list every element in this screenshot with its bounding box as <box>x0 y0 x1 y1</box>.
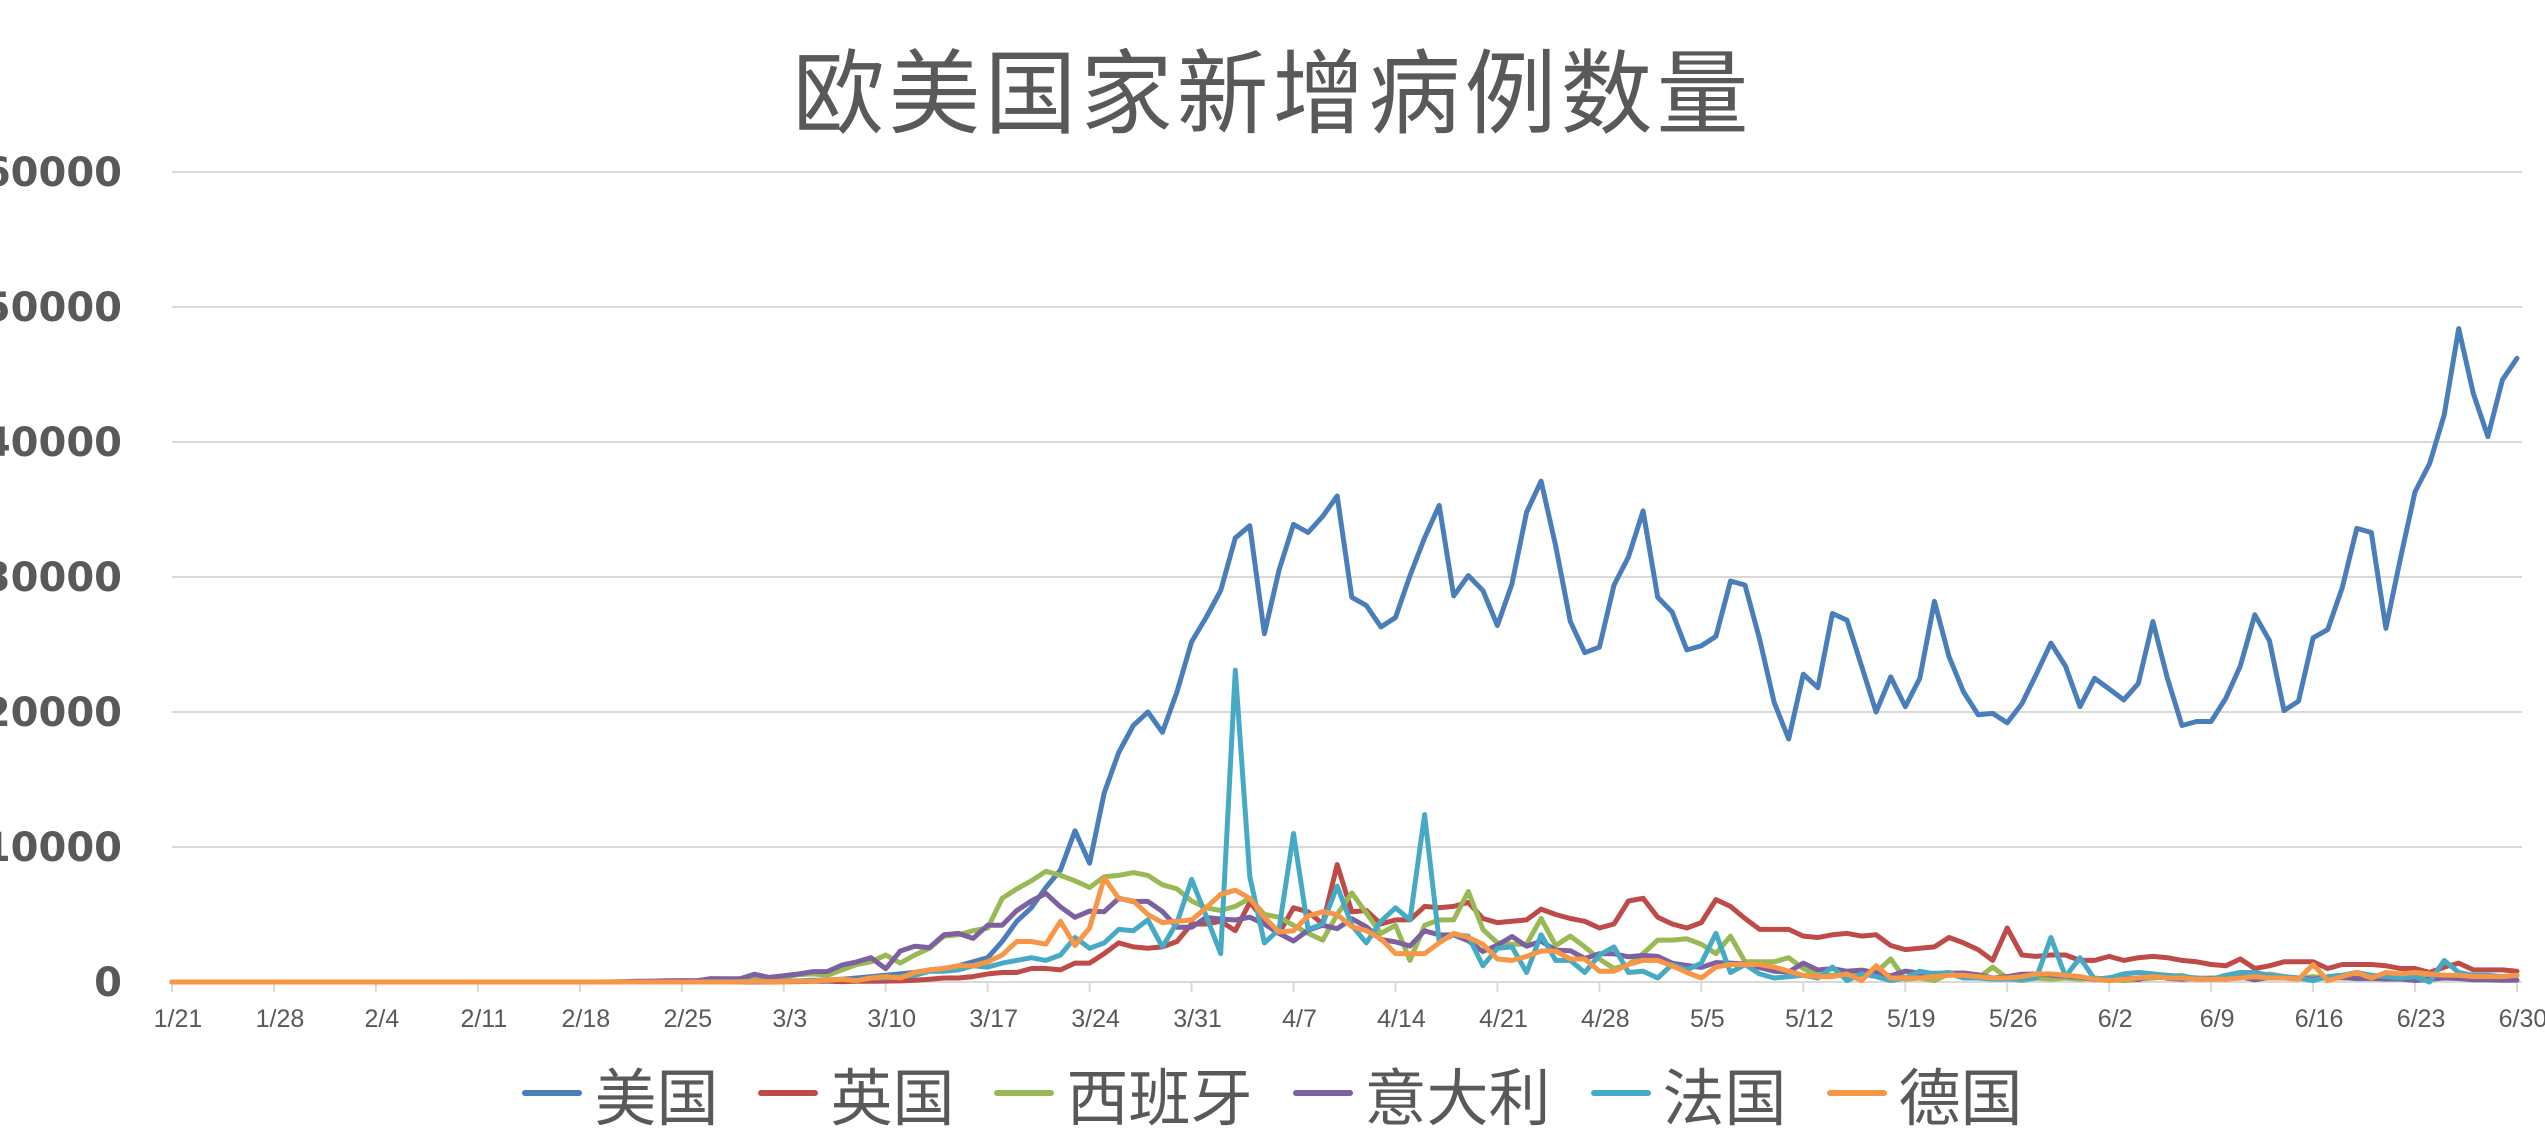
legend-item: 美国 <box>522 1048 718 1138</box>
x-tick-label: 3/17 <box>969 1005 1018 1033</box>
x-tick-label: 6/16 <box>2295 1005 2344 1033</box>
legend-swatch <box>758 1090 819 1096</box>
x-tick-label: 4/7 <box>1282 1005 1317 1033</box>
legend-label: 意大利 <box>1364 1062 1551 1135</box>
x-tick-label: 6/9 <box>2200 1005 2235 1033</box>
legend-swatch <box>1826 1090 1887 1096</box>
y-tick-label: 0 <box>94 960 122 1006</box>
x-tick-label: 4/21 <box>1479 1005 1528 1033</box>
legend-label: 德国 <box>1898 1062 2023 1135</box>
x-tick-label: 5/19 <box>1887 1005 1936 1033</box>
x-tick-label: 2/4 <box>365 1005 400 1033</box>
series-line-6 <box>169 875 2520 985</box>
x-tick-label: 2/25 <box>663 1005 712 1033</box>
x-tick-label: 3/24 <box>1071 1005 1120 1033</box>
legend-swatch <box>1590 1090 1651 1096</box>
legend-label: 美国 <box>594 1062 719 1135</box>
legend-item: 英国 <box>758 1048 954 1138</box>
y-tick-label: 50000 <box>0 285 122 331</box>
x-tick-label: 2/18 <box>561 1005 610 1033</box>
x-tick-label: 4/28 <box>1581 1005 1630 1033</box>
x-tick-label: 6/30 <box>2499 1005 2545 1033</box>
legend-swatch <box>994 1090 1055 1096</box>
x-tick-label: 3/3 <box>772 1005 807 1033</box>
x-tick-label: 1/21 <box>154 1005 203 1033</box>
legend-label: 法国 <box>1662 1062 1787 1135</box>
y-tick-label: 10000 <box>0 825 122 871</box>
x-tick-label: 6/23 <box>2397 1005 2446 1033</box>
legend-item: 德国 <box>1826 1048 2023 1138</box>
x-tick-label: 5/5 <box>1690 1005 1725 1033</box>
legend-item: 西班牙 <box>994 1048 1253 1138</box>
legend-item: 意大利 <box>1292 1048 1551 1138</box>
legend-label: 西班牙 <box>1066 1062 1253 1135</box>
series-line-5 <box>169 667 2520 985</box>
x-tick-label: 5/26 <box>1989 1005 2038 1033</box>
legend-label: 英国 <box>830 1062 955 1135</box>
y-tick-label: 60000 <box>0 150 122 196</box>
x-tick-label: 3/31 <box>1173 1005 1222 1033</box>
x-tick-label: 2/11 <box>460 1005 507 1033</box>
y-tick-label: 40000 <box>0 420 122 466</box>
x-tick-label: 5/12 <box>1785 1005 1834 1033</box>
legend: 美国 英国 西班牙 意大利 法国 德国 <box>0 1048 2545 1138</box>
x-tick-label: 1/28 <box>256 1005 305 1033</box>
x-tick-label: 3/10 <box>867 1005 916 1033</box>
x-tick-label: 4/14 <box>1377 1005 1426 1033</box>
chart-title: 欧美国家新增病例数量 <box>792 41 1753 148</box>
y-tick-label: 30000 <box>0 555 122 601</box>
x-tick-label: 6/2 <box>2098 1005 2133 1033</box>
legend-swatch <box>522 1090 583 1096</box>
y-tick-label: 20000 <box>0 690 122 736</box>
legend-swatch <box>1292 1090 1353 1096</box>
legend-item: 法国 <box>1590 1048 1787 1138</box>
